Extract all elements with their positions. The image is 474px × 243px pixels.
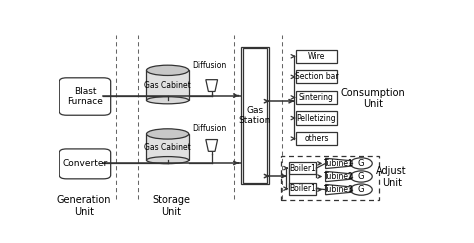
FancyBboxPatch shape (296, 70, 337, 83)
Text: Tubine2: Tubine2 (324, 172, 354, 181)
Text: Gas Cabinet: Gas Cabinet (144, 143, 191, 152)
FancyBboxPatch shape (241, 47, 269, 183)
Polygon shape (206, 80, 218, 91)
Text: Gas Cabinet: Gas Cabinet (144, 81, 191, 90)
FancyBboxPatch shape (243, 48, 267, 182)
Polygon shape (206, 139, 218, 151)
FancyBboxPatch shape (296, 50, 337, 63)
Bar (146, 134, 189, 160)
Text: Boiler1: Boiler1 (289, 184, 316, 193)
Text: Tubine3: Tubine3 (324, 185, 354, 194)
Text: G: G (358, 172, 365, 181)
Ellipse shape (146, 156, 189, 164)
FancyBboxPatch shape (59, 149, 110, 179)
Text: Adjust
Unit: Adjust Unit (376, 166, 407, 188)
Text: Section bar: Section bar (294, 72, 338, 81)
Text: Converter: Converter (63, 159, 108, 168)
Text: Blast
Furnace: Blast Furnace (67, 87, 103, 106)
Polygon shape (326, 184, 352, 195)
Polygon shape (326, 158, 352, 169)
Text: Storage
Unit: Storage Unit (152, 195, 190, 217)
Text: Generation
Unit: Generation Unit (57, 195, 111, 217)
Ellipse shape (146, 97, 189, 104)
Text: Pelletizing: Pelletizing (297, 113, 336, 122)
FancyBboxPatch shape (59, 78, 110, 115)
Polygon shape (326, 171, 352, 182)
Text: Diffusion: Diffusion (192, 124, 227, 133)
Text: Boiler1: Boiler1 (289, 164, 316, 173)
Bar (146, 70, 189, 100)
Ellipse shape (146, 65, 189, 76)
Text: others: others (304, 134, 328, 143)
Text: G: G (358, 159, 365, 168)
Ellipse shape (146, 129, 189, 139)
Text: Tubine1: Tubine1 (324, 159, 354, 168)
Text: Sintering: Sintering (299, 93, 334, 102)
Text: Wire: Wire (308, 52, 325, 61)
Text: Diffusion: Diffusion (192, 61, 227, 70)
Text: G: G (358, 185, 365, 194)
FancyBboxPatch shape (296, 132, 337, 145)
FancyBboxPatch shape (289, 182, 316, 195)
FancyBboxPatch shape (296, 112, 337, 125)
FancyBboxPatch shape (289, 162, 316, 174)
FancyBboxPatch shape (296, 91, 337, 104)
Text: Gas
Station: Gas Station (239, 105, 271, 125)
Text: Consumption
Unit: Consumption Unit (341, 87, 406, 109)
